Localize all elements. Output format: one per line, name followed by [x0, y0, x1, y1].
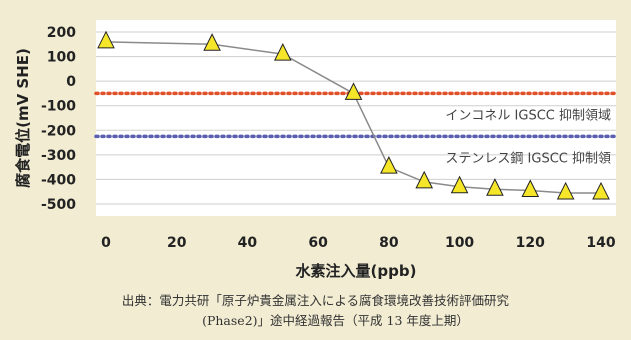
x-tick-label: 140 [586, 235, 615, 251]
x-tick-labels: 0 20 40 60 80 100 120 140 [101, 235, 616, 251]
data-point-marker [415, 170, 434, 189]
x-tick-label: 0 [101, 235, 111, 251]
y-tick-label: -300 [41, 148, 76, 164]
y-tick-label: -500 [41, 197, 76, 213]
data-point-marker [521, 179, 540, 197]
x-tick-label: 100 [445, 235, 474, 251]
source-caption-line2: (Phase2)」途中経過報告（平成 13 年度上期） [202, 313, 469, 328]
x-tick-label: 80 [379, 235, 399, 251]
data-point-marker [97, 30, 115, 49]
x-tick-label: 120 [516, 235, 545, 251]
grid [96, 31, 616, 205]
markers [97, 30, 610, 200]
data-point-marker [486, 178, 504, 196]
data-point-marker [556, 181, 575, 200]
reference-line-label: ステンレス鋼 IGSCC 抑制領 [445, 150, 611, 166]
source-caption-line1: 出典：電力共研「原子炉貴金属注入による腐食環境改善技術評価研究 [121, 293, 510, 308]
reference-line-label: インコネル IGSCC 抑制領域 [445, 107, 611, 123]
data-point-marker [450, 175, 469, 194]
data-point-marker [203, 33, 221, 51]
data-point-marker [380, 156, 398, 174]
y-tick-label: 0 [66, 74, 76, 90]
x-axis-title: 水素注入量(ppb) [296, 262, 417, 280]
data-point-marker [344, 82, 363, 100]
x-tick-label: 20 [167, 235, 187, 251]
y-tick-label: 100 [47, 50, 76, 66]
y-tick-labels: 200 100 0 -100 -200 -300 -400 -500 [41, 25, 76, 213]
data-point-marker [592, 181, 610, 200]
y-axis-title: 腐食電位(mV SHE) [14, 48, 32, 188]
y-tick-label: -400 [41, 172, 76, 188]
x-tick-label: 40 [238, 235, 258, 251]
y-tick-label: -200 [41, 123, 76, 139]
y-tick-label: 200 [47, 25, 76, 41]
y-tick-label: -100 [41, 99, 76, 115]
x-tick-label: 60 [308, 235, 328, 251]
data-point-marker [273, 42, 292, 61]
